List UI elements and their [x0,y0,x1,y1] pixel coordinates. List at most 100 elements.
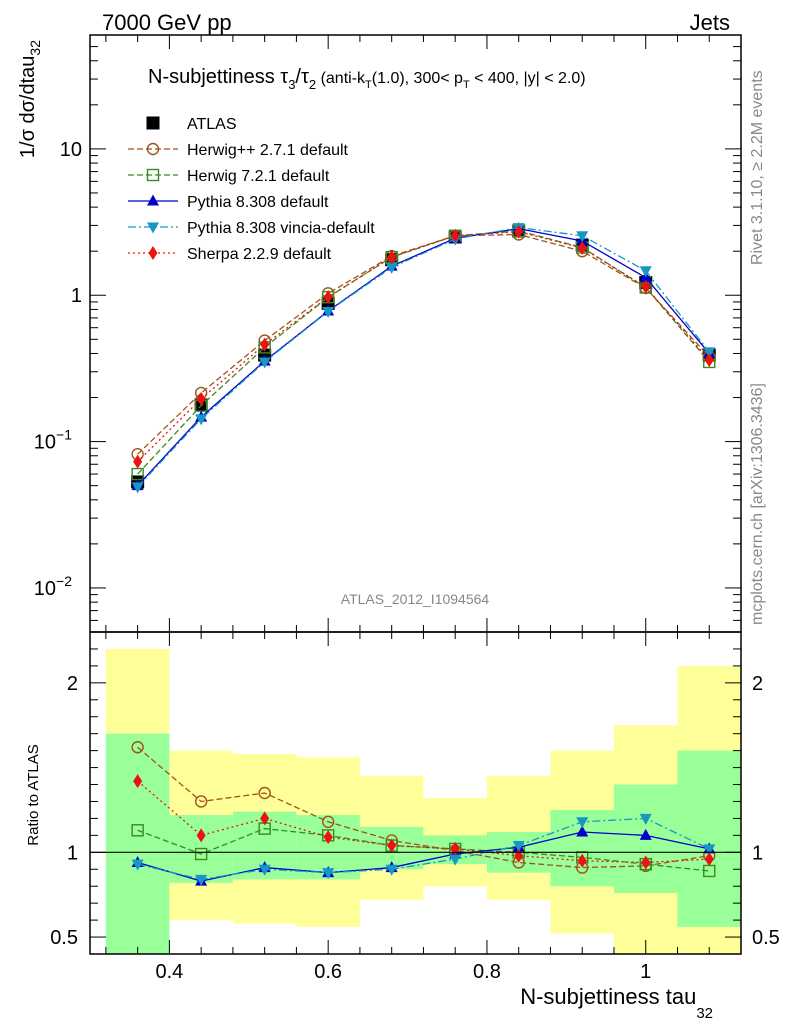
title-kt-sub: T [365,79,372,91]
series-4-ratio-point [576,817,589,829]
series-5 [133,224,714,870]
title-slash: /τ [295,66,309,88]
y-tick-label: 1 [71,285,82,307]
series-4-ratio-point [639,813,652,825]
title-main: N-subjettiness τ [148,66,288,88]
x-tick-label: 0.6 [314,961,342,983]
series-5-ratio-point [387,838,397,853]
y-axis-label-main: 1/σ dσ/dtau [17,56,39,159]
series-4-point [703,347,716,359]
series-4-ratio-point [385,864,398,876]
y-tick-label: 10−1 [34,427,72,454]
title-rest2: (1.0), 300< p [372,70,463,87]
series-1-ratio-point [194,795,208,808]
ratio-y-tick-label-right: 1 [752,842,763,864]
series-4-point [131,482,144,494]
header-right: Jets [690,10,730,35]
ratio-y-tick-label: 2 [67,673,78,695]
series-5-point [450,228,460,243]
series-4-ratio-point [512,841,525,853]
x-axis-label: N-subjettiness tau32 [520,984,713,1022]
legend-label-2: Herwig 7.2.1 default [187,168,330,185]
series-5-point [133,454,143,469]
series-1-line [137,233,710,455]
series-3-ratio-point [576,825,589,837]
series-5-point [260,337,270,352]
legend-label-1: Herwig++ 2.7.1 default [187,142,349,159]
series-4-ratio-line [137,817,710,881]
series-5-ratio-point [577,853,587,868]
series-5-point [641,279,651,294]
legend-marker-2 [146,168,160,182]
series-4-point [322,306,335,318]
series-4-ratio-point [449,854,462,866]
series-1-ratio-point [258,786,271,800]
legend-marker-0 [146,116,160,130]
series-4-ratio-point [258,864,271,876]
series-5-ratio-point [704,852,714,867]
legend-marker-4 [147,222,159,234]
series-1-ratio-point [131,741,144,754]
series-2-ratio-point [131,824,144,837]
x-tick-label: 0.4 [155,961,183,983]
legend-label-0: ATLAS [187,116,237,133]
y-axis-label: 1/σ dσ/dtau32 [17,40,43,158]
legend: ATLAS Herwig++ 2.7.1 default Herwig 7.2.1 … [128,116,375,263]
legend-label-4: Pythia 8.308 vincia-default [187,220,375,237]
series-5-point [196,391,206,406]
header-left: 7000 GeV pp [102,10,232,35]
y-axis-label-sub: 32 [27,40,43,56]
series-2-ratio-line [137,827,710,872]
series-4-point [385,262,398,274]
analysis-label: ATLAS_2012_I1094564 [341,591,490,607]
series-5-point [514,224,524,239]
series-4-ratio-point [131,859,144,871]
series-5-ratio-point [323,830,333,845]
title-sub2: 2 [309,77,316,92]
legend-marker-1 [146,142,160,156]
series-4-point [195,414,208,426]
series-5-ratio-point [260,811,270,826]
legend-label-5: Sherpa 2.2.9 default [187,246,332,263]
legend-label-3: Pythia 8.308 default [187,194,329,211]
series-5-point [577,241,587,256]
legend-marker-5 [148,246,158,260]
ratio-y-tick-label-right: 0.5 [752,927,780,949]
series-2-line [137,230,710,475]
source-label: mcplots.cern.ch [arXiv:1306.3436] [749,383,766,625]
legend-marker-3 [147,194,159,206]
x-axis-label-sub: 32 [696,1005,713,1022]
series-4-point [576,231,589,243]
series-3-line [137,228,710,487]
ratio-y-tick-label-right: 2 [752,673,763,695]
x-tick-label: 1 [640,961,651,983]
series-layer [131,222,716,886]
title-sub1: 3 [288,77,295,92]
series-5-point [323,290,333,305]
series-5-point [387,250,397,265]
series-5-point [704,353,714,368]
series-4-ratio-point [322,868,335,880]
title-pt-sub: T [463,79,470,91]
axis-ticks: 0.4 0.6 0.8 1 10 1 10−1 10−2 2 2 1 1 0.5 0.5 [34,34,780,983]
series-4-point [258,357,271,369]
x-tick-label: 0.8 [473,961,501,983]
series-4-point [639,266,652,278]
y-tick-label: 10−2 [34,573,72,600]
series-4-ratio-point [195,874,208,886]
series-5-ratio-point [196,828,206,843]
series-5-line [137,230,710,463]
series-1-ratio-point [321,815,335,829]
y-tick-label: 10 [60,139,82,161]
series-5-ratio-point [641,855,651,870]
ratio-band-inner [105,733,170,954]
rivet-label: Rivet 3.1.10, ≥ 2.2M events [749,70,766,265]
title-rest3: < 400, |y| < 2.0) [470,70,586,87]
series-2-ratio-point [194,847,208,861]
series-4-line [137,226,710,488]
title-rest1: (anti-k [316,70,366,87]
series-4-ratio-point [703,844,716,856]
series-4 [131,223,716,886]
chart-title: N-subjettiness τ3/τ2 (anti-kT(1.0), 300<… [148,66,586,92]
series-5-ratio-line [137,780,710,864]
